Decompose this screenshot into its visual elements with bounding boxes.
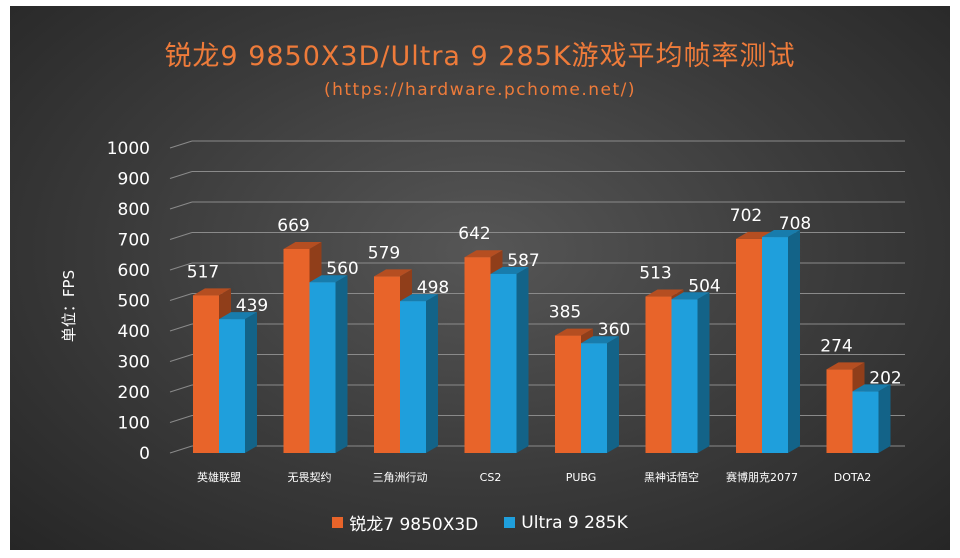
data-label: 587 xyxy=(507,251,539,271)
y-tick-label: 200 xyxy=(118,383,150,403)
data-label: 560 xyxy=(326,259,358,279)
x-tick-label: 赛博朋克2077 xyxy=(726,470,798,484)
data-label: 498 xyxy=(417,278,449,298)
bar xyxy=(671,292,710,453)
data-label: 517 xyxy=(187,262,219,282)
x-tick-label: CS2 xyxy=(480,471,502,484)
chart-title: 锐龙9 9850X3D/Ultra 9 285K游戏平均帧率测试 xyxy=(164,41,796,72)
y-axis-label: 单位：FPS xyxy=(60,270,78,342)
data-label: 579 xyxy=(368,243,400,263)
bar xyxy=(400,294,438,453)
data-label: 702 xyxy=(730,206,762,226)
data-label: 360 xyxy=(598,320,630,340)
legend-label-series-2: Ultra 9 285K xyxy=(521,512,628,533)
x-tick-label: 三角洲行动 xyxy=(373,471,428,484)
y-tick-label: 400 xyxy=(118,322,150,342)
y-tick-label: 300 xyxy=(118,353,150,373)
y-tick-label: 900 xyxy=(118,170,150,190)
legend-swatch-series-2 xyxy=(504,517,516,528)
y-tick-label: 0 xyxy=(139,444,150,464)
bar xyxy=(581,336,619,453)
legend-item-series-2: Ultra 9 285K xyxy=(504,510,628,535)
legend-swatch-series-1 xyxy=(332,517,344,528)
gridline xyxy=(169,201,905,210)
data-label: 385 xyxy=(549,303,581,323)
y-tick-label: 100 xyxy=(118,414,150,434)
data-label: 669 xyxy=(277,216,309,236)
data-label: 202 xyxy=(869,368,901,388)
y-tick-label: 700 xyxy=(118,231,150,251)
legend-label-series-1: 锐龙7 9850X3D xyxy=(349,515,479,535)
y-axis-ticks: 0 100 200 300 400 500 600 700 800 900 1000 xyxy=(107,139,150,464)
gridline xyxy=(169,140,905,149)
data-labels: 517 439 669 560 579 498 642 587 385 360 513 504 702 7… xyxy=(187,206,902,389)
x-tick-label: DOTA2 xyxy=(834,471,872,484)
chart-frame: 锐龙9 9850X3D/Ultra 9 285K游戏平均帧率测试 (https:… xyxy=(10,6,950,550)
x-tick-label: 英雄联盟 xyxy=(197,470,241,484)
data-label: 642 xyxy=(458,224,490,244)
bars xyxy=(193,230,891,453)
x-tick-label: 无畏契约 xyxy=(288,470,332,484)
legend-item-series-1: 锐龙7 9850X3D xyxy=(332,510,478,535)
y-tick-label: 1000 xyxy=(107,139,150,159)
gridline xyxy=(169,171,905,179)
legend: 锐龙7 9850X3D Ultra 9 285K xyxy=(10,510,950,535)
data-label: 274 xyxy=(820,336,852,356)
bar xyxy=(490,266,529,453)
y-tick-label: 500 xyxy=(118,292,150,312)
bar xyxy=(219,312,257,453)
data-label: 708 xyxy=(779,214,811,234)
x-tick-label: 黑神话悟空 xyxy=(644,470,699,484)
bar xyxy=(736,231,774,453)
bar xyxy=(309,275,348,453)
chart-subtitle: (https://hardware.pchome.net/) xyxy=(323,80,637,100)
data-label: 439 xyxy=(236,296,268,316)
y-tick-label: 800 xyxy=(118,200,150,220)
data-label: 504 xyxy=(688,276,720,296)
x-tick-label: PUBG xyxy=(566,471,597,484)
y-tick-label: 600 xyxy=(118,261,150,281)
x-axis-ticks: 英雄联盟 无畏契约 三角洲行动 CS2 PUBG 黑神话悟空 赛博朋克2077 DOTA2 xyxy=(197,470,871,484)
bar xyxy=(762,230,800,453)
bar xyxy=(852,384,891,453)
data-label: 513 xyxy=(639,264,671,284)
